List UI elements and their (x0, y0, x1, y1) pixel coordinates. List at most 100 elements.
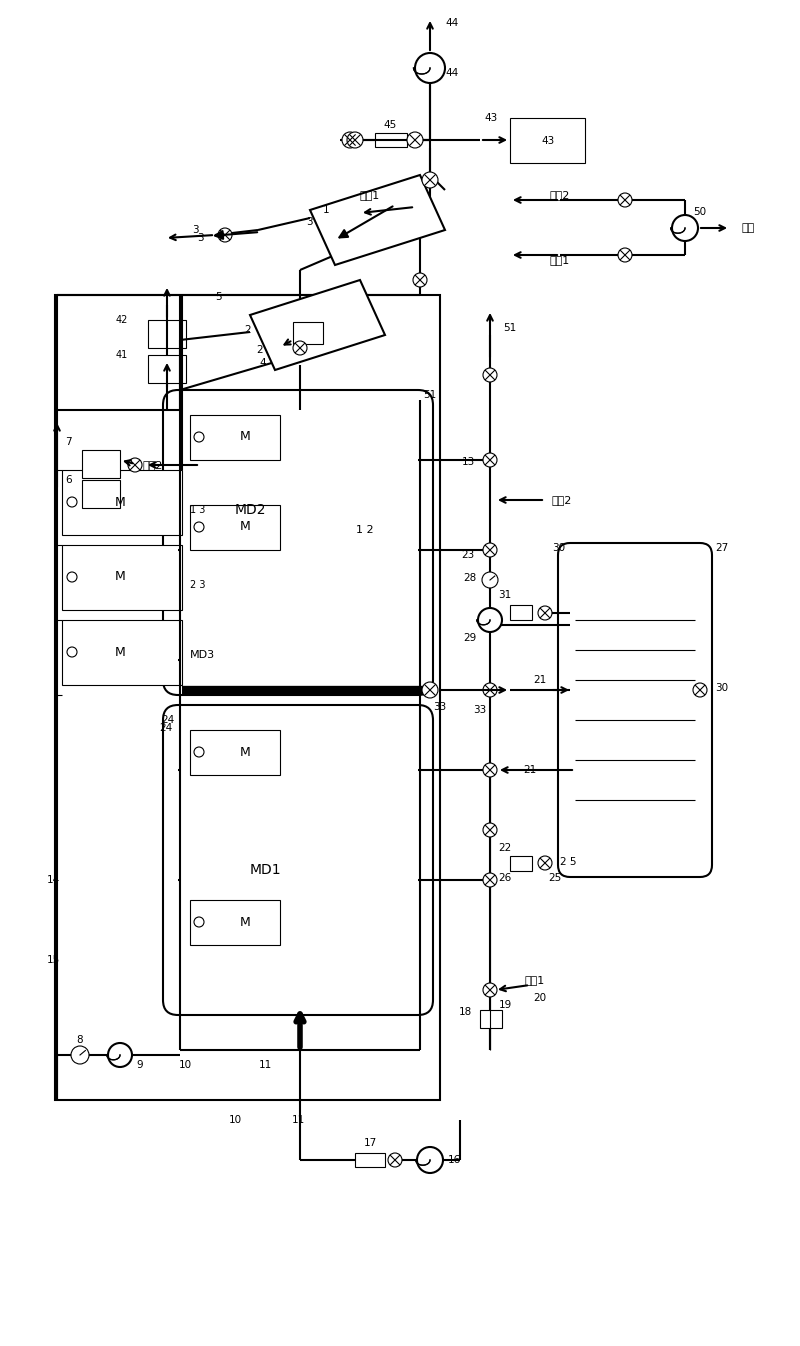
Circle shape (483, 454, 497, 467)
Bar (375, 133, 407, 147)
Circle shape (67, 572, 77, 581)
Bar (510, 856, 532, 871)
Bar (190, 505, 280, 551)
Text: M: M (240, 915, 250, 929)
Circle shape (413, 273, 427, 287)
Text: 16: 16 (448, 1155, 462, 1166)
Text: 33: 33 (434, 703, 446, 712)
Text: 44: 44 (445, 69, 458, 78)
Text: 50: 50 (694, 207, 706, 217)
FancyBboxPatch shape (163, 705, 433, 1015)
Circle shape (483, 822, 497, 837)
Circle shape (194, 747, 204, 756)
Text: 25: 25 (548, 874, 562, 883)
Circle shape (483, 983, 497, 997)
Bar (355, 1154, 385, 1167)
Circle shape (478, 608, 502, 633)
Text: 原水1: 原水1 (360, 190, 380, 201)
Text: 20: 20 (534, 993, 546, 1003)
Text: 21: 21 (523, 765, 537, 775)
Text: 原水1: 原水1 (550, 254, 570, 265)
Bar (62, 470, 182, 534)
Text: 42: 42 (116, 315, 128, 324)
Circle shape (407, 132, 423, 148)
Text: 24: 24 (162, 715, 175, 725)
Text: 14: 14 (46, 875, 60, 886)
Bar (148, 355, 186, 384)
Text: 8: 8 (77, 1035, 83, 1044)
Circle shape (293, 341, 307, 355)
Bar (82, 481, 120, 507)
Circle shape (194, 917, 204, 927)
Polygon shape (310, 175, 445, 265)
Text: 2 3: 2 3 (190, 580, 206, 590)
Text: 44: 44 (445, 17, 458, 28)
Text: 9: 9 (136, 1061, 142, 1070)
Text: 26: 26 (498, 874, 512, 883)
Bar (55, 295, 440, 1100)
Circle shape (483, 542, 497, 557)
Bar (510, 118, 585, 163)
Text: M: M (240, 521, 250, 533)
Text: 原水2: 原水2 (143, 460, 163, 470)
Text: 45: 45 (383, 120, 397, 131)
Circle shape (67, 647, 77, 657)
Text: MD3: MD3 (190, 650, 215, 660)
Text: 3: 3 (197, 233, 203, 244)
Text: 3: 3 (306, 217, 312, 227)
Text: 1 2: 1 2 (356, 525, 374, 534)
Bar (293, 322, 323, 345)
Text: 1 3: 1 3 (190, 505, 206, 516)
Circle shape (672, 215, 698, 241)
Bar (190, 415, 280, 460)
Circle shape (693, 682, 707, 697)
Text: 41: 41 (116, 350, 128, 359)
Circle shape (483, 682, 497, 697)
Bar (148, 320, 186, 349)
Text: 4: 4 (260, 358, 266, 367)
Text: 27: 27 (715, 542, 728, 553)
Text: 28: 28 (463, 573, 477, 583)
Text: M: M (114, 571, 126, 584)
Circle shape (538, 606, 552, 621)
Text: 22: 22 (498, 843, 512, 853)
Circle shape (417, 1147, 443, 1172)
Text: MD2: MD2 (234, 503, 266, 517)
Bar (480, 1010, 502, 1028)
Circle shape (108, 1043, 132, 1067)
Text: 原水: 原水 (742, 223, 754, 233)
Text: 11: 11 (291, 1114, 305, 1125)
Circle shape (618, 192, 632, 207)
Text: 43: 43 (542, 136, 554, 145)
Text: 10: 10 (229, 1114, 242, 1125)
Text: 蒸气2: 蒸气2 (552, 495, 572, 505)
Text: 51: 51 (423, 390, 436, 400)
Text: 6: 6 (66, 475, 72, 485)
Text: 原水2: 原水2 (550, 190, 570, 201)
Circle shape (422, 172, 438, 188)
Text: M: M (240, 431, 250, 443)
Text: MD1: MD1 (249, 863, 281, 878)
Text: 17: 17 (363, 1137, 377, 1148)
FancyBboxPatch shape (558, 542, 712, 878)
Circle shape (483, 763, 497, 777)
Text: 1: 1 (322, 205, 330, 215)
Text: 33: 33 (474, 705, 486, 715)
Bar (82, 450, 120, 478)
Text: 7: 7 (66, 437, 72, 447)
Text: 29: 29 (463, 633, 477, 643)
Circle shape (538, 856, 552, 870)
Circle shape (71, 1046, 89, 1063)
Circle shape (415, 52, 445, 83)
Bar (190, 900, 280, 945)
Circle shape (194, 522, 204, 532)
Text: 15: 15 (46, 956, 60, 965)
Text: 30: 30 (715, 682, 728, 693)
Circle shape (618, 248, 632, 262)
Text: 24: 24 (160, 723, 173, 734)
Circle shape (67, 497, 77, 507)
Polygon shape (250, 280, 385, 370)
Text: 2: 2 (257, 345, 263, 355)
Circle shape (342, 132, 358, 148)
Text: 23: 23 (462, 551, 475, 560)
